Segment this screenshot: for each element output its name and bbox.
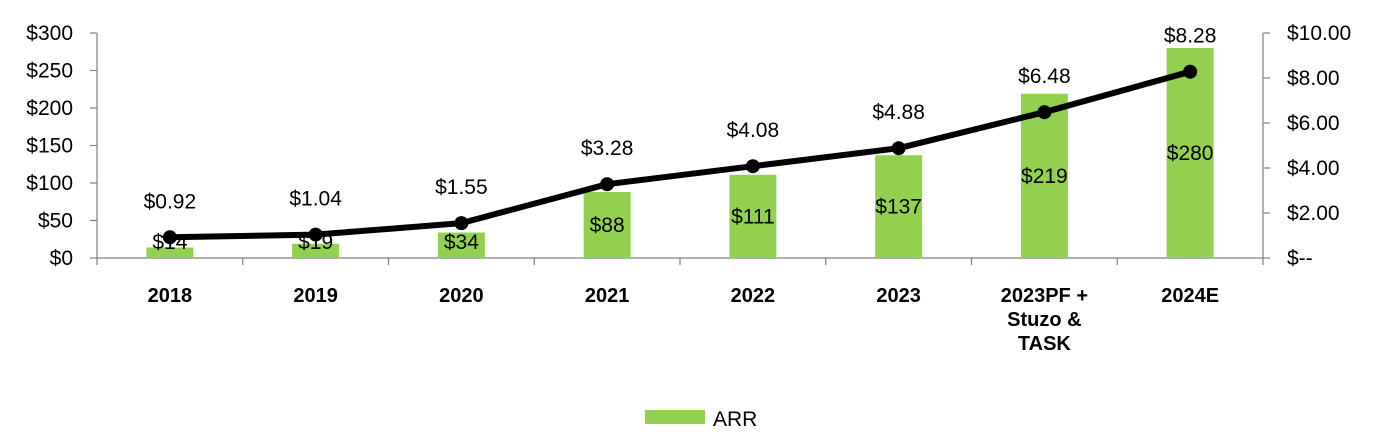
bar [146, 247, 194, 258]
line-point [1037, 105, 1052, 120]
line-point [162, 230, 177, 245]
bar-data-label: $14 [152, 231, 187, 254]
x-tick-label: 2022 [731, 285, 776, 307]
x-tick-label-line: Stuzo & [1007, 309, 1081, 331]
x-tick-label: 2019 [293, 285, 338, 307]
bar [292, 243, 340, 258]
line-data-label: $3.28 [581, 137, 634, 160]
right-tick-label: $-- [1287, 247, 1313, 270]
left-tick-label: $250 [26, 60, 73, 83]
x-tick-label-line: 2019 [293, 285, 338, 307]
line-point [308, 227, 323, 242]
legend-label: ARR [713, 408, 757, 431]
right-tick-label: $2.00 [1287, 202, 1340, 225]
line-data-label: $8.28 [1164, 25, 1217, 48]
left-tick-label: $100 [26, 172, 73, 195]
x-tick-label-line: 2023PF + [1001, 285, 1088, 307]
left-tick-label: $150 [26, 135, 73, 158]
right-tick-label: $6.00 [1287, 112, 1340, 135]
right-tick-label: $4.00 [1287, 157, 1340, 180]
x-tick-label-line: 2022 [731, 285, 776, 307]
line-data-label: $1.04 [289, 188, 342, 211]
bar [583, 192, 631, 258]
line-point [1183, 64, 1198, 79]
line-data-label: $4.88 [872, 101, 925, 124]
bars [146, 48, 1214, 258]
line-data-label: $1.55 [435, 176, 488, 199]
x-tick-label-line: 2023 [876, 285, 921, 307]
right-tick-label: $8.00 [1287, 67, 1340, 90]
legend: ARR [645, 408, 757, 431]
x-tick-label: 2020 [439, 285, 484, 307]
legend-swatch [645, 410, 705, 424]
x-tick-label-line: 2020 [439, 285, 484, 307]
x-tick-label: 2024E [1161, 285, 1219, 307]
line-data-label: $6.48 [1018, 65, 1071, 88]
bar [875, 155, 923, 258]
x-tick-label: 2021 [585, 285, 630, 307]
data-labels: $14 $19 $34 $88 $111 $137 $219 $280 $0.92 $1.04 $1… [144, 25, 1217, 254]
left-tick-label: $300 [26, 22, 73, 45]
bar [437, 232, 485, 258]
line-path [166, 68, 1194, 241]
bar [1166, 48, 1214, 258]
x-tick-label: 2023PF + Stuzo & TASK [1001, 285, 1088, 355]
bar-data-label: $137 [875, 196, 922, 219]
bar-data-label: $19 [298, 231, 333, 254]
x-tick-label-line: 2018 [148, 285, 193, 307]
line-point [891, 141, 906, 156]
left-tick-label: $200 [26, 97, 73, 120]
left-tick-label: $50 [38, 210, 73, 233]
bar [1020, 93, 1068, 258]
line-point [600, 177, 615, 192]
bar-data-label: $219 [1021, 165, 1068, 188]
bar-data-label: $111 [731, 205, 775, 228]
x-tick-label: 2023 [876, 285, 921, 307]
x-tick-label-line: 2021 [585, 285, 630, 307]
bar [729, 174, 777, 258]
x-tick-label: 2018 [148, 285, 193, 307]
bar-data-label: $88 [590, 214, 625, 237]
line-point [454, 216, 469, 231]
right-tick-label: $10.00 [1287, 22, 1351, 45]
x-tick-label-line: TASK [1018, 333, 1072, 355]
line-series [162, 64, 1198, 245]
line-point [745, 159, 760, 174]
bar-data-label: $280 [1167, 142, 1214, 165]
left-tick-label: $0 [50, 247, 73, 270]
axes: $0 $50 $100 $150 $200 $250 $300 $-- $2.00 $4.00 $6… [26, 22, 1351, 355]
bar-data-label: $34 [444, 231, 479, 254]
x-tick-label-line: 2024E [1161, 285, 1219, 307]
line-data-label: $0.92 [144, 190, 197, 213]
line-data-label: $4.08 [727, 119, 780, 142]
